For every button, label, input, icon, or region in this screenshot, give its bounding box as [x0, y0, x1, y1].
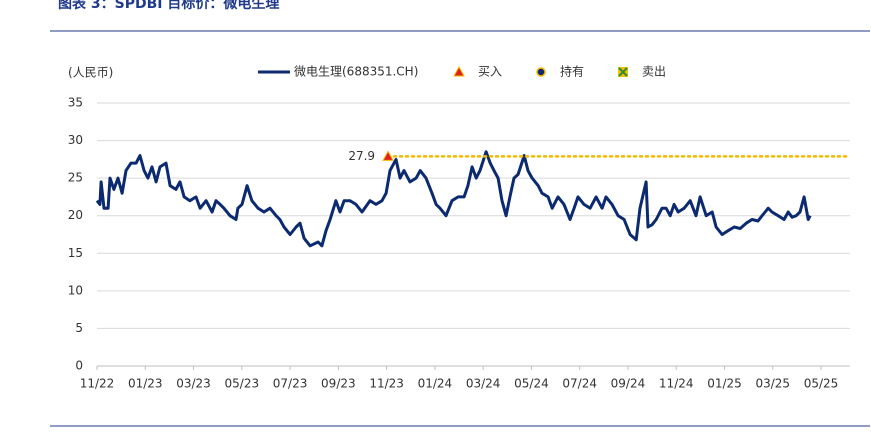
target-label: 27.9	[348, 149, 375, 163]
x-tick-label: 09/23	[321, 377, 356, 391]
y-tick-label: 0	[75, 359, 83, 373]
y-tick-label: 25	[68, 171, 83, 185]
legend-buy-icon	[453, 65, 465, 77]
x-tick-label: 07/24	[562, 377, 597, 391]
x-tick-label: 05/23	[225, 377, 260, 391]
legend-label: 微电生理(688351.CH)	[294, 65, 418, 79]
legend-label: 持有	[560, 64, 584, 79]
y-tick-label: 30	[68, 133, 83, 147]
y-tick-label: 35	[68, 96, 83, 110]
price-line	[95, 150, 812, 248]
x-tick-label: 03/23	[176, 377, 211, 391]
legend-label: 卖出	[642, 65, 666, 79]
chart-title: 图表 3：SPDBI 目标价：微电生理	[58, 0, 279, 12]
legend-hold-icon	[536, 67, 546, 77]
buy-marker	[382, 150, 394, 161]
legend-sell-cross	[618, 67, 628, 77]
x-tick-label: 01/25	[707, 377, 742, 391]
y-axis-label: (人民币)	[68, 66, 113, 80]
y-tick-label: 20	[68, 208, 83, 222]
x-tick-label: 11/23	[369, 377, 404, 391]
legend-label: 买入	[478, 65, 502, 79]
x-tick-label: 01/23	[128, 377, 163, 391]
x-tick-label: 07/23	[273, 377, 308, 391]
y-tick-label: 10	[68, 283, 83, 297]
x-tick-label: 11/22	[80, 377, 115, 391]
x-tick-label: 03/25	[755, 377, 790, 391]
y-tick-label: 5	[75, 321, 83, 335]
x-tick-label: 05/25	[804, 377, 839, 391]
x-tick-label: 09/24	[611, 377, 646, 391]
x-tick-label: 03/24	[466, 377, 501, 391]
y-tick-label: 15	[68, 246, 83, 260]
x-tick-label: 05/24	[514, 377, 549, 391]
x-tick-label: 11/24	[659, 377, 694, 391]
x-tick-label: 01/24	[418, 377, 453, 391]
